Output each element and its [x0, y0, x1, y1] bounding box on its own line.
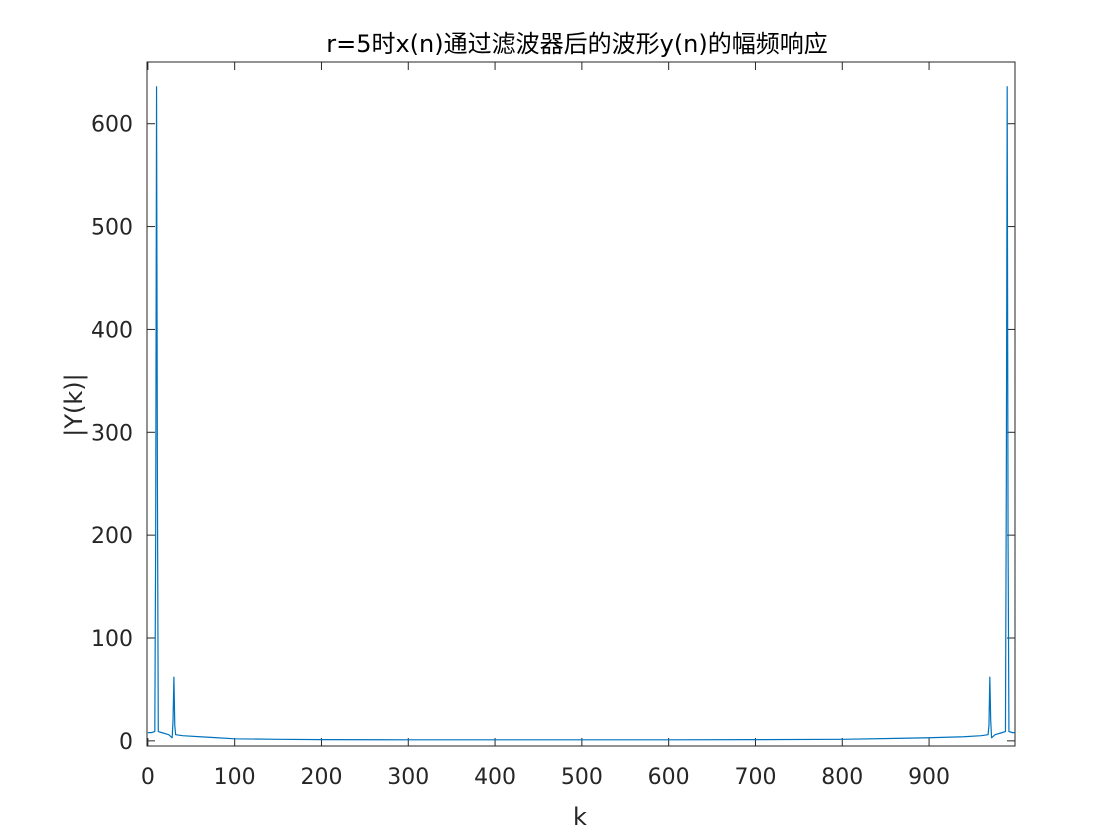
x-tick-label: 100 [214, 765, 256, 790]
x-tick-label: 500 [561, 765, 603, 790]
y-tick-label: 300 [91, 421, 133, 446]
y-tick-label: 200 [91, 524, 133, 549]
axes-box [146, 61, 1016, 747]
x-tick-label: 600 [648, 765, 690, 790]
y-tick-label: 500 [91, 216, 133, 241]
x-tick-label: 400 [474, 765, 516, 790]
y-axis-label: |Y(k)| [60, 373, 88, 436]
x-axis-label: k [573, 803, 587, 831]
plot-area: 0 100 200 300 400 500 600 700 800 900 0 100 200 300 40… [91, 61, 1016, 790]
x-tick-label: 200 [300, 765, 342, 790]
y-tick-label: 600 [91, 113, 133, 138]
x-tick-label: 800 [821, 765, 863, 790]
x-tick-label: 900 [908, 765, 950, 790]
chart-title: r=5时x(n)通过滤波器后的波形y(n)的幅频响应 [326, 30, 828, 58]
x-tick-label: 300 [387, 765, 429, 790]
y-tick-label: 0 [119, 730, 133, 755]
y-tick-label: 100 [91, 627, 133, 652]
y-tick-label: 400 [91, 318, 133, 343]
x-tick-label: 700 [734, 765, 776, 790]
x-tick-label: 0 [141, 765, 155, 790]
series-line [147, 86, 1015, 741]
